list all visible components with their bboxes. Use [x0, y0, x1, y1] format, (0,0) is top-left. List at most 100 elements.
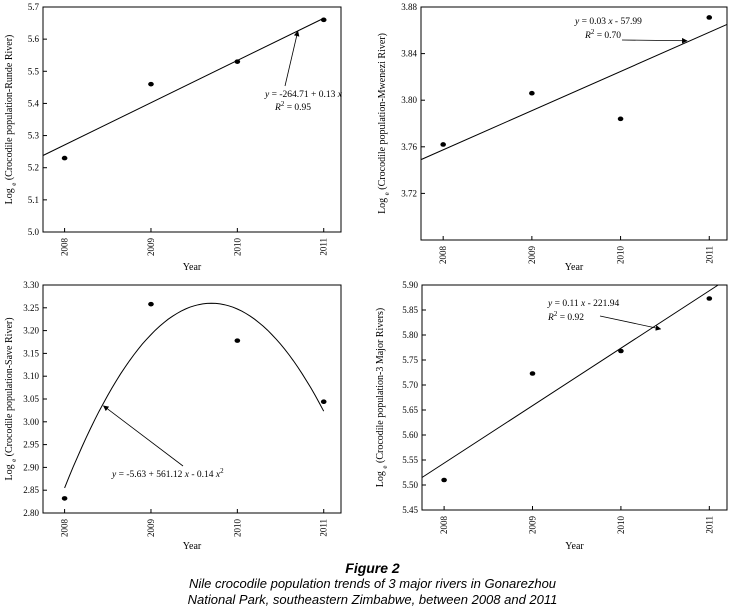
data-point [440, 142, 446, 147]
x-axis-label: Year [183, 541, 202, 552]
equation-token: y [574, 17, 580, 27]
equation-token: y [264, 90, 270, 100]
y-tick-label: 2.85 [23, 485, 39, 495]
chart-bottom-right: 5.45 5.50 5.55 5.60 5.65 5.70 5.75 5.80 5.85 5.90… [375, 280, 728, 552]
y-axis-label-part: (Crocodile population-Runde River) [4, 35, 15, 183]
y-axis-label-part: e [10, 183, 18, 186]
equation-token: 2 [591, 28, 595, 36]
y-axis-label-part: Log [4, 186, 15, 205]
y-tick-label: 3.10 [23, 371, 39, 381]
equation-token: = [594, 31, 602, 41]
equation-token: + [146, 470, 154, 480]
y-tick-label: 3.88 [401, 2, 417, 12]
y-tick-label: 2.90 [23, 462, 39, 472]
y-axis-label-part: e [10, 459, 18, 462]
figure-title: Figure 2 [345, 560, 400, 576]
equation-token: = [269, 90, 277, 100]
y-tick-label: 5.75 [402, 355, 418, 365]
plot-frame [421, 284, 728, 511]
x-tick-label: 2008 [438, 246, 448, 265]
y-tick-label: 5.60 [402, 430, 418, 440]
annotation-arrow [621, 37, 688, 44]
equation-token: = [284, 103, 292, 113]
data-point [618, 348, 624, 354]
y-axis-label-part: (Crocodile population-Save River) [4, 317, 15, 458]
regression-equation: y = 0.03 x - 57.99 [574, 17, 642, 27]
equation-token: + [309, 90, 317, 100]
y-axis-label: Log e (Crocodile population-Runde River) [4, 35, 18, 205]
plot-frame [420, 6, 728, 241]
equation-token: 0.11 [560, 299, 579, 309]
y-axis-label-part: Log [4, 462, 15, 481]
y-axis-label: Log e (Crocodile population-3 Major Rive… [375, 308, 389, 487]
y-tick-label: 3.05 [23, 394, 39, 404]
data-point [529, 90, 535, 96]
data-point [61, 155, 68, 161]
data-point [441, 477, 447, 483]
data-point [234, 59, 241, 64]
equation-token: 0.70 [602, 31, 621, 41]
y-tick-label: 3.15 [23, 348, 39, 358]
annotation-arrow [599, 315, 662, 331]
annotation-arrow [284, 30, 300, 87]
x-tick-label: 2009 [146, 519, 156, 538]
y-tick-label: 5.0 [28, 227, 40, 237]
equation-token: R [584, 31, 591, 41]
x-axis-label: Year [565, 541, 584, 552]
y-tick-label: 3.80 [401, 95, 417, 105]
y-tick-label: 5.90 [402, 280, 418, 290]
equation-token: x [606, 17, 613, 27]
x-tick-label: 2009 [528, 516, 538, 535]
equation-token: - [585, 299, 591, 309]
y-tick-label: 5.45 [402, 505, 418, 515]
x-tick-label: 2009 [146, 238, 156, 257]
x-tick-label: 2010 [232, 238, 242, 256]
y-axis-label-part: (Crocodile population-3 Major Rivers) [375, 308, 386, 466]
equation-token: y [547, 299, 553, 309]
x-tick-label: 2010 [232, 519, 242, 538]
y-tick-label: 3.84 [401, 49, 417, 59]
equation-token: -264.71 [277, 90, 309, 100]
equation-token: 0.95 [292, 103, 311, 113]
equation-token: 561.12 [154, 470, 183, 480]
equation-token: 2 [281, 100, 285, 108]
data-point [706, 296, 713, 301]
equation-token: 0.13 [316, 90, 335, 100]
figure-panels: 5.0 5.1 5.2 5.3 5.4 5.5 5.6 5.7 2008 2009 2010 2011… [4, 2, 728, 552]
data-point [148, 81, 154, 87]
data-point [617, 116, 624, 122]
y-tick-label: 3.25 [23, 303, 39, 313]
equation-token: R [274, 103, 281, 113]
y-tick-label: 3.20 [23, 326, 39, 336]
x-axis-label: Year [183, 262, 202, 273]
data-point [529, 371, 536, 376]
y-tick-label: 5.6 [28, 34, 40, 44]
equation-token: 0.92 [565, 313, 584, 323]
figure-subtitle-line-1: Nile crocodile population trends of 3 ma… [188, 576, 557, 591]
regression-equation: y = -264.71 + 0.13 x [264, 90, 343, 100]
y-axis-label-part: e [381, 466, 389, 469]
regression-equation: y = -5.63 + 561.12 x - 0.14 x2 [111, 467, 224, 480]
equation-token: 57.99 [618, 17, 642, 27]
y-tick-label: 5.50 [402, 480, 418, 490]
equation-token: 2 [554, 310, 558, 318]
regression-curve [64, 302, 325, 489]
y-tick-label: 2.80 [23, 508, 39, 518]
equation-token: - [189, 470, 195, 480]
equation-token: - [613, 17, 619, 27]
x-tick-label: 2011 [319, 238, 329, 256]
x-tick-label: 2011 [704, 246, 714, 264]
r-squared-label: R2 = 0.70 [584, 28, 621, 41]
regression-line [421, 284, 719, 478]
annotation-arrow [103, 405, 184, 467]
equation-token: x [214, 470, 221, 480]
equation-token: = [116, 470, 124, 480]
y-tick-label: 5.2 [28, 163, 39, 173]
y-axis-label: Log e (Crocodile population-Save River) [4, 317, 18, 480]
data-point [706, 15, 713, 20]
equation-token: = [552, 299, 560, 309]
r-squared-label: R2 = 0.92 [547, 310, 584, 323]
y-axis-label-part: e [383, 192, 391, 195]
x-tick-label: 2008 [60, 519, 70, 538]
equation-token: 0.14 [195, 470, 214, 480]
